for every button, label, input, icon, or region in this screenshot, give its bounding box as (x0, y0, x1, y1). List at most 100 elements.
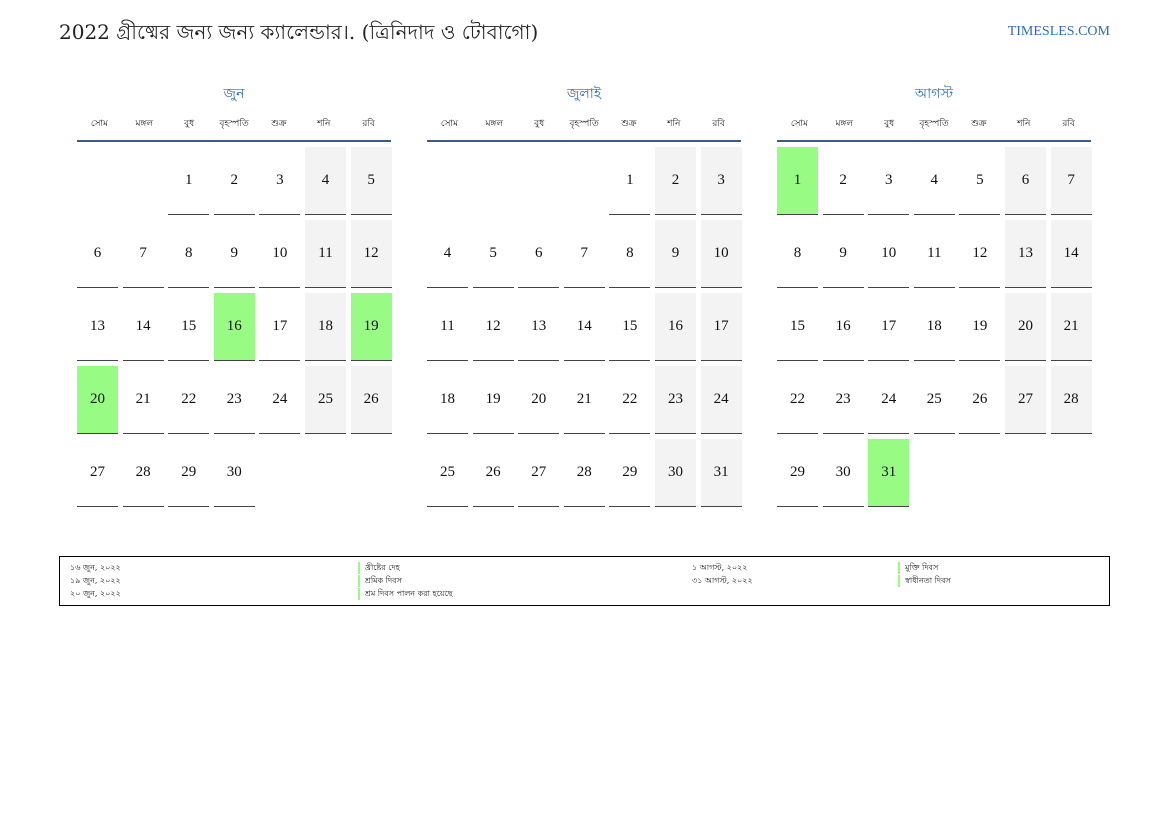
day-cell[interactable]: 6 (518, 220, 560, 288)
day-cell[interactable]: 19 (959, 293, 1001, 361)
day-cell[interactable]: 24 (259, 366, 301, 434)
day-cell[interactable]: 9 (213, 220, 255, 288)
day-cell[interactable]: 13 (1005, 220, 1046, 288)
day-cell[interactable]: 21 (563, 366, 605, 434)
day-cell[interactable]: 29 (609, 439, 651, 507)
day-cell[interactable]: 14 (563, 293, 605, 361)
day-cell[interactable]: 3 (868, 147, 910, 215)
day-cell[interactable]: 13 (518, 293, 560, 361)
day-cell[interactable]: 22 (609, 366, 651, 434)
day-cell[interactable]: 13 (77, 293, 118, 361)
day-cell[interactable]: 24 (700, 366, 742, 434)
day-cell[interactable]: 18 (913, 293, 955, 361)
day-cell[interactable]: 10 (700, 220, 742, 288)
day-cell[interactable]: 19 (472, 366, 514, 434)
day-cell[interactable]: 23 (655, 366, 696, 434)
day-cell[interactable]: 28 (122, 439, 164, 507)
day-cell[interactable]: 1 (168, 147, 210, 215)
day-cell[interactable]: 23 (822, 366, 864, 434)
day-cell[interactable]: 8 (777, 220, 818, 288)
day-cell[interactable]: 12 (959, 220, 1001, 288)
day-cell[interactable]: 14 (122, 293, 164, 361)
month-2: আগস্ট সোম মঙ্গল বুধ বৃহস্পতি শুক্র শনি রবি 1 2 3 4 5… (777, 82, 1092, 507)
legend-holiday-name: মুক্তি দিবস (898, 562, 938, 574)
day-cell[interactable]: 11 (305, 220, 346, 288)
day-cell[interactable]: 11 (913, 220, 955, 288)
day-cell[interactable]: 20 (1005, 293, 1046, 361)
day-cell[interactable]: 5 (350, 147, 392, 215)
weekday-label: বৃহস্পতি (219, 118, 249, 129)
day-cell[interactable]: 23 (213, 366, 255, 434)
day-cell[interactable]: 21 (1050, 293, 1092, 361)
day-cell[interactable]: 30 (655, 439, 696, 507)
day-cell[interactable]: 5 (959, 147, 1001, 215)
weekday-label: রবি (1062, 118, 1075, 129)
day-cell[interactable]: 15 (777, 293, 818, 361)
day-cell[interactable]: 28 (563, 439, 605, 507)
day-cell[interactable]: 29 (777, 439, 818, 507)
site-link[interactable]: TIMESLES.COM (1007, 24, 1110, 39)
day-cell[interactable]: 8 (168, 220, 210, 288)
day-cell[interactable]: 4 (305, 147, 346, 215)
day-cell[interactable]: 14 (1050, 220, 1092, 288)
day-cell[interactable]: 2 (822, 147, 864, 215)
day-cell[interactable]: 18 (427, 366, 468, 434)
day-cell[interactable]: 21 (122, 366, 164, 434)
day-cell[interactable]: 25 (427, 439, 468, 507)
day-cell[interactable]: 28 (1050, 366, 1092, 434)
day-cell[interactable]: 17 (700, 293, 742, 361)
day-cell[interactable]: 31 (868, 439, 910, 507)
day-cell[interactable]: 1 (777, 147, 818, 215)
day-cell[interactable]: 6 (1005, 147, 1046, 215)
month-0: জুন সোম মঙ্গল বুধ বৃহস্পতি শুক্র শনি রবি 1 2 3 4 5 6 7… (77, 82, 392, 507)
day-cell[interactable]: 7 (1050, 147, 1092, 215)
day-cell[interactable]: 26 (472, 439, 514, 507)
day-cell[interactable]: 16 (213, 293, 255, 361)
day-cell[interactable]: 2 (655, 147, 696, 215)
day-cell[interactable]: 22 (168, 366, 210, 434)
day-cell[interactable]: 10 (868, 220, 910, 288)
day-cell[interactable]: 4 (427, 220, 468, 288)
day-cell[interactable]: 31 (700, 439, 742, 507)
weekday-label: শনি (1017, 118, 1031, 129)
day-cell[interactable]: 17 (868, 293, 910, 361)
day-cell[interactable]: 3 (259, 147, 301, 215)
day-cell[interactable]: 7 (122, 220, 164, 288)
day-cell[interactable]: 17 (259, 293, 301, 361)
day-cell[interactable]: 27 (77, 439, 118, 507)
day-cell[interactable]: 4 (913, 147, 955, 215)
day-cell[interactable]: 24 (868, 366, 910, 434)
day-cell[interactable]: 5 (472, 220, 514, 288)
day-cell[interactable]: 25 (913, 366, 955, 434)
day-cell[interactable]: 12 (350, 220, 392, 288)
day-cell[interactable]: 20 (77, 366, 118, 434)
day-cell[interactable]: 30 (822, 439, 864, 507)
day-cell[interactable]: 15 (609, 293, 651, 361)
day-cell[interactable]: 26 (350, 366, 392, 434)
day-cell[interactable]: 22 (777, 366, 818, 434)
day-cell[interactable]: 9 (655, 220, 696, 288)
day-cell[interactable]: 30 (213, 439, 255, 507)
day-cell[interactable]: 7 (563, 220, 605, 288)
day-cell[interactable]: 3 (700, 147, 742, 215)
day-cell[interactable]: 8 (609, 220, 651, 288)
day-cell[interactable]: 10 (259, 220, 301, 288)
day-cell[interactable]: 6 (77, 220, 118, 288)
day-cell[interactable]: 20 (518, 366, 560, 434)
day-cell[interactable]: 25 (305, 366, 346, 434)
weekday-header: সোম মঙ্গল বুধ বৃহস্পতি শুক্র শনি রবি (777, 106, 1091, 142)
day-cell[interactable]: 2 (213, 147, 255, 215)
day-cell[interactable]: 9 (822, 220, 864, 288)
day-cell[interactable]: 18 (305, 293, 346, 361)
day-cell[interactable]: 16 (822, 293, 864, 361)
day-cell[interactable]: 12 (472, 293, 514, 361)
day-cell[interactable]: 15 (168, 293, 210, 361)
day-cell[interactable]: 26 (959, 366, 1001, 434)
day-cell[interactable]: 27 (518, 439, 560, 507)
day-cell[interactable]: 27 (1005, 366, 1046, 434)
day-cell[interactable]: 1 (609, 147, 651, 215)
day-cell[interactable]: 11 (427, 293, 468, 361)
day-cell[interactable]: 29 (168, 439, 210, 507)
day-cell[interactable]: 16 (655, 293, 696, 361)
day-cell[interactable]: 19 (350, 293, 392, 361)
